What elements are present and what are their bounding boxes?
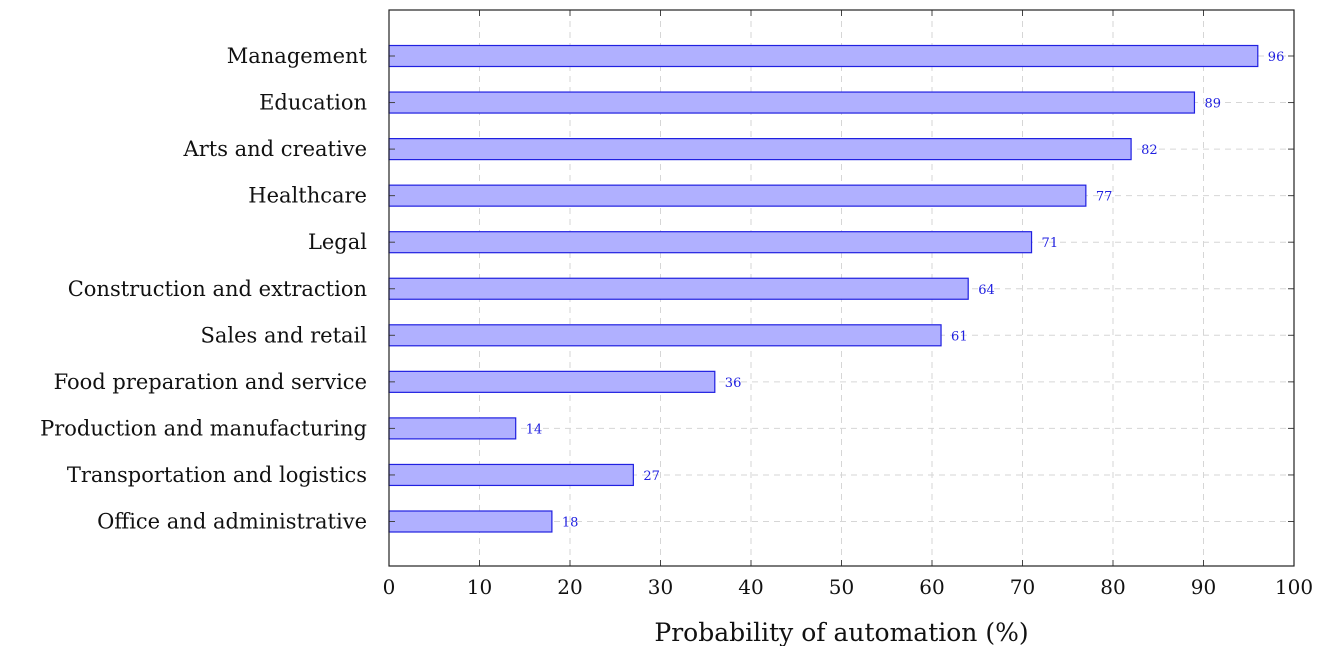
category-label: Education xyxy=(259,91,367,115)
x-tick-label: 70 xyxy=(1010,575,1035,599)
bar xyxy=(388,324,942,347)
x-tick-label: 20 xyxy=(557,575,582,599)
x-axis-title: Probability of automation (%) xyxy=(654,618,1028,646)
category-label: Arts and creative xyxy=(183,137,367,161)
x-tick-label: 40 xyxy=(738,575,763,599)
x-tick-label: 90 xyxy=(1191,575,1216,599)
bar xyxy=(388,91,1196,114)
data-label: 14 xyxy=(526,422,543,437)
bar xyxy=(388,370,716,393)
data-label: 61 xyxy=(951,329,968,344)
bar xyxy=(388,463,634,487)
x-tick-label: 80 xyxy=(1100,575,1125,599)
data-label: 71 xyxy=(1042,236,1059,251)
bar xyxy=(388,417,517,440)
bar xyxy=(388,231,1033,254)
data-label: 27 xyxy=(643,469,660,484)
category-label: Food preparation and service xyxy=(54,370,367,394)
bar xyxy=(388,184,1087,207)
x-tick-label: 50 xyxy=(829,575,854,599)
category-label: Legal xyxy=(308,230,367,254)
data-label: 64 xyxy=(978,283,995,298)
category-label: Sales and retail xyxy=(200,323,367,347)
data-label: 96 xyxy=(1268,50,1285,65)
category-label: Production and manufacturing xyxy=(40,416,367,440)
category-label: Office and administrative xyxy=(97,510,367,534)
data-label: 18 xyxy=(562,516,579,531)
data-label: 82 xyxy=(1141,143,1158,158)
category-label: Construction and extraction xyxy=(68,277,367,301)
x-tick-label: 100 xyxy=(1275,575,1313,599)
data-label: 89 xyxy=(1204,97,1221,112)
bar xyxy=(388,510,553,533)
category-label: Management xyxy=(227,44,368,68)
x-tick-label: 30 xyxy=(648,575,673,599)
data-label: 77 xyxy=(1096,190,1113,205)
plot-frame xyxy=(388,9,1295,567)
label-layer: Management 96 Education 89 Arts and creative… xyxy=(40,44,1284,534)
axis-layer: 0 10 20 30 40 50 60 70 80 90 100 xyxy=(383,10,1313,599)
x-tick-label: 0 xyxy=(383,575,396,599)
bar-layer xyxy=(388,44,1259,533)
category-label: Transportation and logistics xyxy=(67,463,367,487)
bar xyxy=(388,44,1259,68)
bar xyxy=(388,277,969,300)
data-label: 36 xyxy=(725,376,742,391)
category-label: Healthcare xyxy=(248,184,367,208)
x-tick-label: 10 xyxy=(467,575,492,599)
bar xyxy=(388,138,1132,161)
x-tick-label: 60 xyxy=(919,575,944,599)
